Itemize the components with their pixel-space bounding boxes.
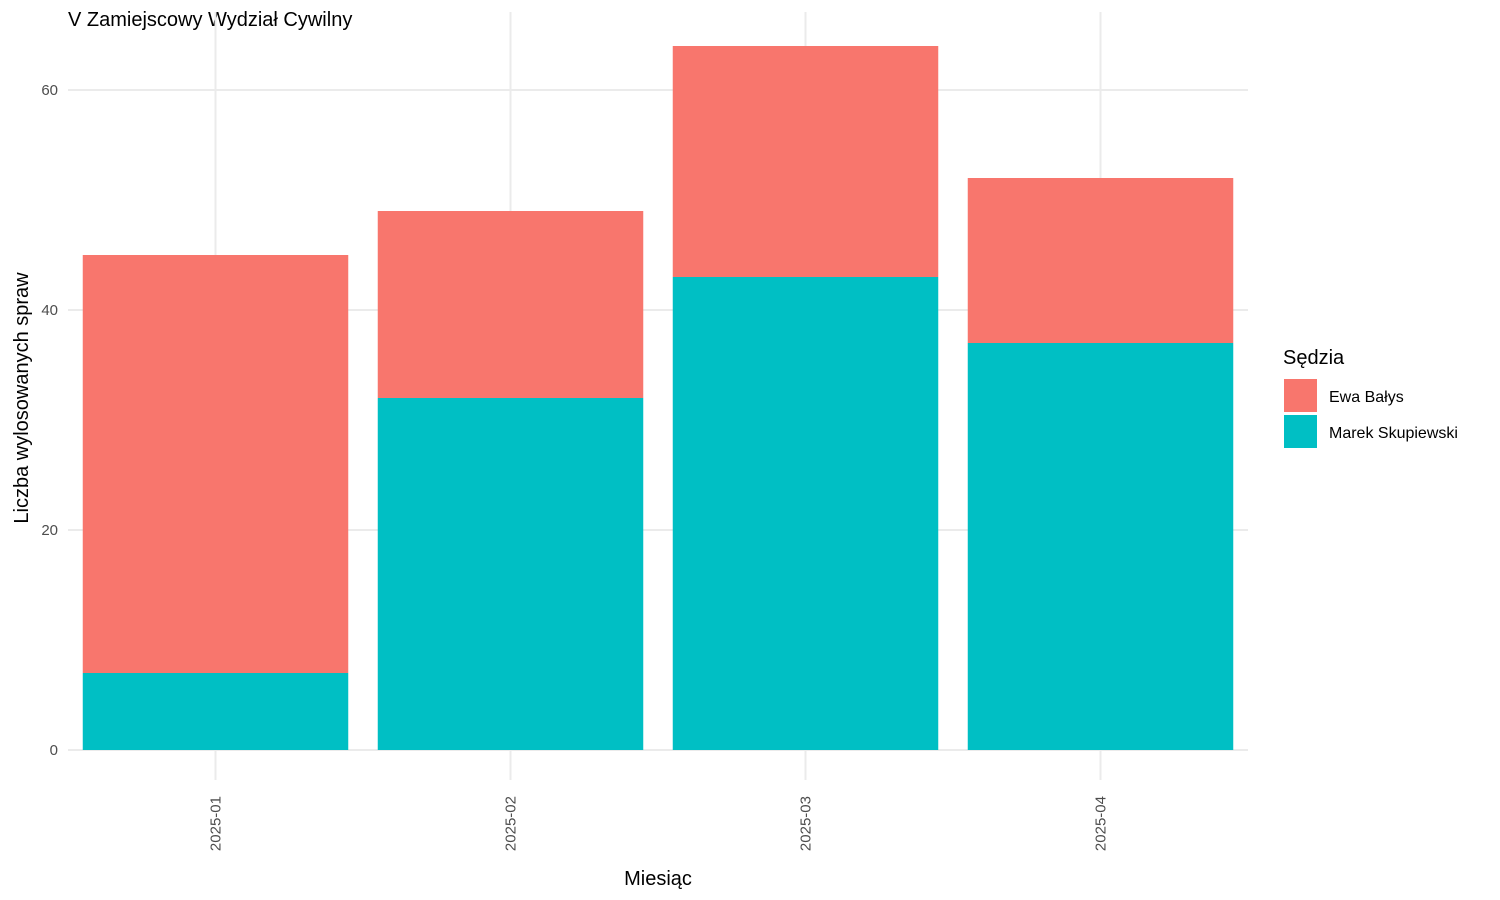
x-axis-title: Miesiąc (624, 868, 692, 890)
x-tick-label: 2025-01 (208, 796, 225, 851)
bar-segment (82, 255, 349, 673)
y-axis-ticks: 0 20 40 60 (41, 82, 58, 759)
legend-title: Sędzia (1283, 347, 1345, 369)
x-axis-ticks: 2025-01 2025-02 2025-03 2025-04 (208, 796, 1110, 851)
bar-segment (377, 398, 644, 750)
legend-swatch (1284, 415, 1317, 448)
y-tick-label: 20 (41, 522, 58, 539)
y-tick-label: 40 (41, 302, 58, 319)
legend-label: Marek Skupiewski (1329, 425, 1458, 442)
legend: Sędzia Ewa Bałys Marek Skupiewski (1283, 347, 1458, 448)
bars (82, 46, 1234, 750)
y-axis-title: Liczba wylosowanych spraw (11, 272, 33, 524)
bar-segment (82, 673, 349, 750)
bar-segment (672, 277, 939, 750)
bar-segment (967, 178, 1234, 343)
y-tick-label: 0 (50, 742, 58, 759)
legend-swatch (1284, 379, 1317, 412)
y-tick-label: 60 (41, 82, 58, 99)
bar-segment (377, 211, 644, 398)
bar-segment (967, 343, 1234, 750)
bar-segment (672, 46, 939, 277)
legend-label: Ewa Bałys (1329, 389, 1404, 406)
x-tick-label: 2025-03 (798, 796, 815, 851)
x-tick-label: 2025-04 (1093, 796, 1110, 851)
chart-title: V Zamiejscowy Wydział Cywilny (68, 9, 352, 31)
x-tick-label: 2025-02 (503, 796, 520, 851)
